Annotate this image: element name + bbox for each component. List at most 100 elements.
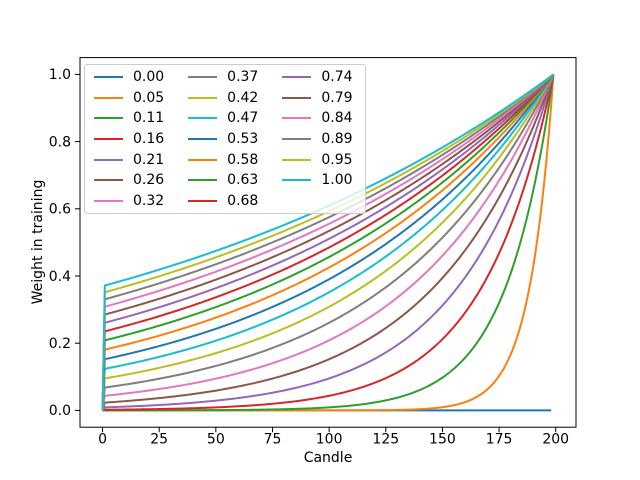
legend-item: 0.63	[188, 173, 258, 187]
legend-item: 0.74	[282, 69, 353, 86]
curve-0.47	[101, 73, 555, 411]
legend-item-label: 0.58	[227, 151, 259, 168]
curve-0.21	[101, 74, 555, 411]
legend-line-swatch	[282, 158, 312, 161]
legend-line-swatch	[94, 117, 123, 120]
legend-line-swatch	[188, 117, 218, 120]
legend-item: 0.32	[94, 194, 164, 208]
legend-line-swatch	[282, 96, 312, 99]
legend-item: 0.42	[188, 91, 258, 105]
legend-item-label: 0.89	[321, 130, 353, 147]
y-axis-label: Weight in training	[30, 179, 46, 305]
legend-item-label: 0.84	[321, 110, 353, 127]
x-tick-label: 100	[316, 432, 343, 448]
x-tick-label: 25	[150, 432, 168, 448]
curve-0.74	[101, 73, 555, 411]
legend-item: 0.79	[282, 89, 353, 106]
legend-item-label: 0.16	[133, 130, 165, 147]
legend-line-swatch	[188, 158, 218, 161]
legend-line-swatch	[94, 76, 123, 79]
legend-item-label: 1.00	[321, 172, 353, 189]
curve-0.32	[101, 74, 555, 411]
x-tick-label: 175	[486, 432, 513, 448]
legend-item: 0.21	[94, 153, 164, 167]
curve-0.42	[101, 73, 555, 411]
legend-line-swatch	[282, 137, 312, 140]
curve-0.53	[101, 73, 555, 411]
curve-0.58	[101, 73, 555, 411]
legend-item: 0.37	[188, 70, 258, 84]
curve-0.26	[101, 74, 555, 411]
x-axis-label: Candle	[303, 450, 353, 466]
curve-0.63	[101, 73, 555, 411]
y-tick-label: 0.8	[49, 134, 71, 150]
y-tick-label: 0.6	[49, 202, 71, 218]
legend-line-swatch	[282, 117, 312, 120]
legend-item: 0.95	[282, 151, 353, 168]
legend-line-swatch	[282, 76, 312, 79]
legend-line-swatch	[188, 199, 218, 202]
curve-0.37	[101, 73, 555, 411]
legend-item-label: 0.63	[227, 172, 259, 189]
x-tick-label: 200	[542, 432, 569, 448]
legend-line-swatch	[188, 76, 218, 79]
legend-line-swatch	[94, 158, 123, 161]
legend-item: 0.05	[94, 91, 164, 105]
legend-item: 0.89	[282, 130, 353, 147]
legend-line-swatch	[188, 96, 218, 99]
axes-spines	[79, 57, 577, 428]
legend-item-label: 0.95	[321, 151, 353, 168]
curve-0.79	[101, 73, 555, 411]
legend-item: 1.00	[282, 172, 353, 189]
legend-item: 0.53	[188, 132, 258, 146]
y-tick-label: 0.4	[49, 269, 71, 285]
legend-item: 0.84	[282, 110, 353, 127]
x-tick-label: 150	[429, 432, 456, 448]
x-axis: 0 25 50 75 100 125 150 175 200	[98, 427, 569, 448]
legend-item: 0.47	[188, 111, 258, 125]
legend-item-label: 0.74	[321, 69, 353, 86]
legend-item: 0.68	[188, 194, 258, 208]
legend-item: 0.16	[94, 132, 164, 146]
plot-frame	[79, 57, 577, 428]
curve-0.11	[102, 74, 555, 412]
legend-item-label: 0.53	[227, 130, 259, 147]
curve-0.89	[101, 73, 555, 411]
legend-line-swatch	[94, 137, 123, 140]
legend-item-label: 0.47	[227, 110, 259, 127]
x-tick-label: 0	[98, 432, 107, 448]
legend-item-label: 0.11	[133, 110, 165, 127]
legend-item-label: 0.68	[227, 192, 259, 209]
curves	[101, 73, 555, 412]
legend-line-swatch	[94, 179, 123, 182]
legend-item-label: 0.00	[133, 69, 165, 86]
curve-0.68	[101, 73, 555, 411]
legend-item: 0.58	[188, 153, 258, 167]
legend-item-label: 0.26	[133, 172, 165, 189]
x-tick-label: 125	[372, 432, 399, 448]
legend-line-swatch	[94, 96, 123, 99]
legend-line-swatch	[282, 179, 312, 182]
legend-line-swatch	[188, 179, 218, 182]
x-tick-label: 75	[264, 432, 282, 448]
legend-item: 0.00	[94, 70, 164, 84]
legend-item-label: 0.05	[133, 89, 165, 106]
legend-line-swatch	[188, 137, 218, 140]
legend-item-label: 0.21	[133, 151, 165, 168]
legend-item-label: 0.42	[227, 89, 259, 106]
legend-item: 0.11	[94, 111, 164, 125]
y-tick-label: 0.2	[49, 336, 71, 352]
y-tick-label: 0.0	[49, 403, 71, 419]
curve-0.84	[101, 73, 555, 411]
legend-item-label: 0.32	[133, 192, 165, 209]
legend-item-label: 0.79	[321, 89, 353, 106]
legend-line-swatch	[94, 199, 123, 202]
legend-item: 0.26	[94, 173, 164, 187]
legend-item-label: 0.37	[227, 69, 259, 86]
y-tick-label: 1.0	[49, 67, 71, 83]
y-axis: 0.0 0.2 0.4 0.6 0.8 1.0	[49, 67, 80, 419]
legend: 0.00 0.05 0.11 0.16 0.21 0.26 0.32 0.37 0.42 0.47…	[84, 64, 366, 214]
curve-0.16	[102, 74, 555, 412]
